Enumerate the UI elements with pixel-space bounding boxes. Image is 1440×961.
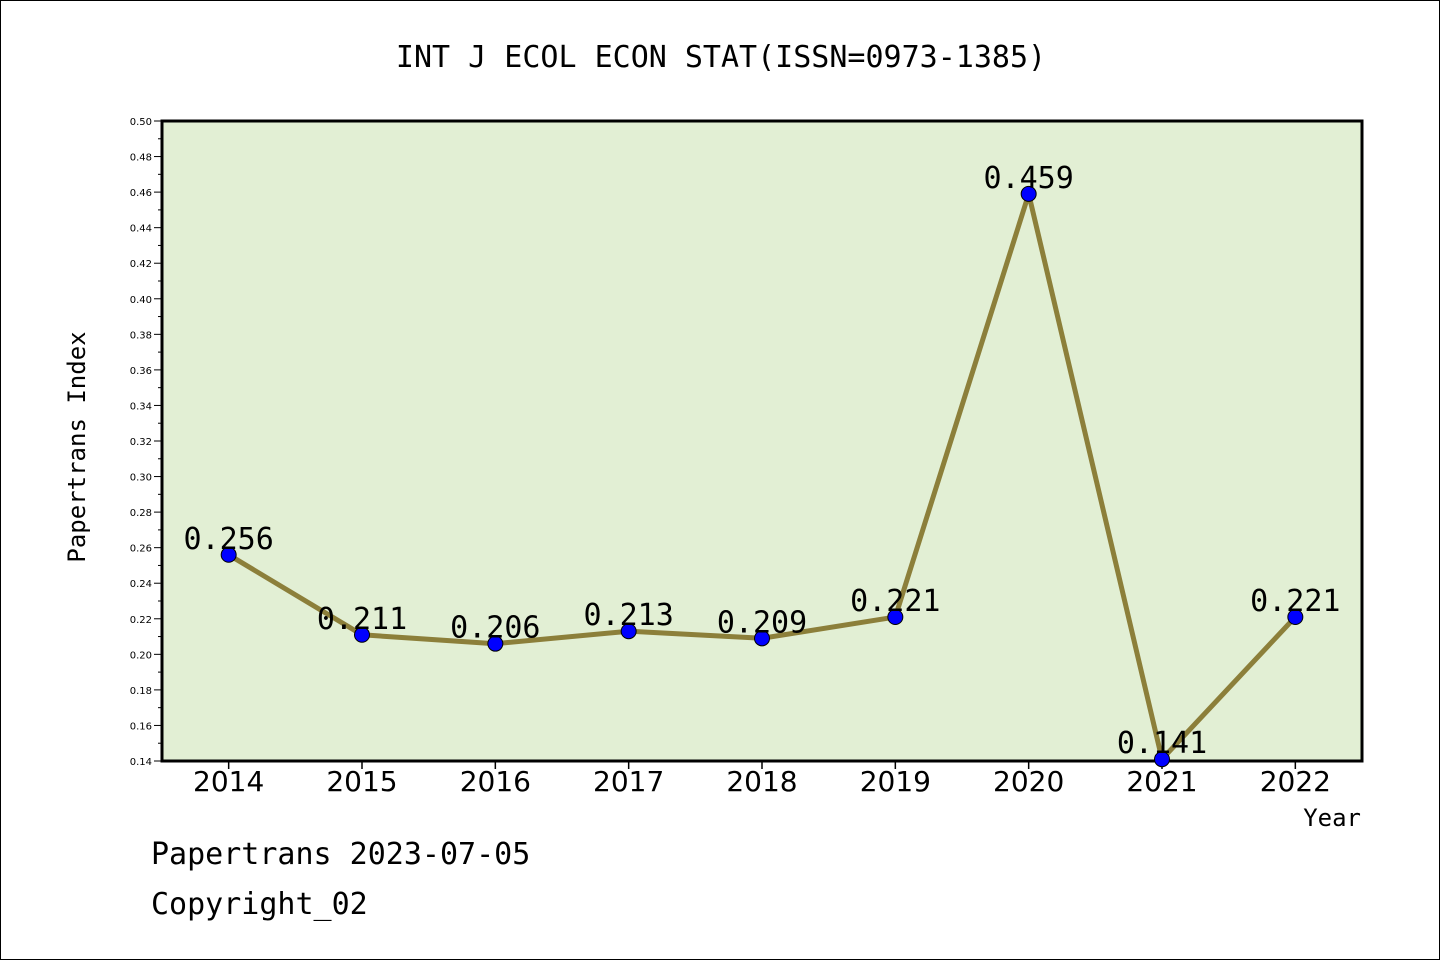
y-tick-label: 0.32	[130, 437, 152, 448]
y-tick-label: 0.40	[130, 295, 152, 306]
y-tick-label: 0.50	[130, 117, 152, 128]
data-point	[220, 546, 237, 563]
data-point	[1020, 185, 1037, 202]
y-tick-label: 0.20	[130, 650, 152, 661]
y-tick-label: 0.36	[130, 366, 152, 377]
x-tick-label: 2021	[1126, 765, 1197, 798]
data-point	[1154, 751, 1170, 768]
data-point	[754, 630, 770, 647]
x-tick-label: 2015	[326, 765, 397, 798]
data-point	[887, 609, 904, 625]
y-tick-label: 0.34	[130, 401, 152, 412]
data-point	[620, 623, 637, 640]
x-tick-label: 2014	[193, 765, 264, 798]
y-tick-label: 0.46	[130, 188, 152, 199]
x-tick-label: 2016	[460, 765, 531, 798]
x-tick-label: 2020	[993, 765, 1064, 798]
y-tick-label: 0.22	[130, 615, 152, 626]
y-tick-label: 0.28	[130, 508, 152, 519]
x-tick-label: 2019	[860, 765, 931, 798]
x-axis-label: Year	[1303, 804, 1361, 832]
data-labels: 0.256 0.211 0.206 0.213 0.209 0.221 0.459 0.141…	[184, 161, 1341, 761]
y-tick-label: 0.14	[130, 757, 152, 768]
x-axis: 2014 2015 2016 2017 2018 2019 2020 2021 2022	[193, 761, 1331, 798]
data-label: 0.459	[984, 161, 1074, 196]
y-tick-label: 0.24	[130, 579, 152, 590]
data-label: 0.206	[450, 611, 540, 646]
y-tick-label: 0.38	[130, 330, 152, 341]
y-tick-label: 0.42	[130, 259, 152, 270]
data-point	[1287, 609, 1304, 625]
data-label: 0.213	[584, 598, 674, 633]
y-axis: 0.14 0.16 0.18 0.20 0.22 0.24 0.26 0.28 0.30 0.32…	[130, 117, 162, 768]
data-label: 0.256	[184, 522, 274, 557]
y-tick-label: 0.18	[130, 686, 152, 697]
plot-area	[160, 119, 1364, 763]
x-tick-label: 2017	[593, 765, 664, 798]
y-axis-label: Papertrans Index	[63, 331, 91, 562]
data-label: 0.209	[717, 605, 807, 640]
data-label: 0.221	[850, 584, 940, 619]
y-tick-label: 0.30	[130, 473, 152, 484]
y-tick-label: 0.44	[130, 224, 152, 235]
data-point	[354, 626, 370, 643]
data-label: 0.141	[1117, 726, 1207, 761]
footer-copyright: Copyright_02	[151, 887, 368, 922]
data-label: 0.211	[317, 602, 407, 637]
y-tick-label: 0.48	[130, 153, 152, 164]
x-tick-label: 2022	[1260, 765, 1331, 798]
y-tick-label: 0.16	[130, 721, 152, 732]
data-label: 0.221	[1250, 584, 1340, 619]
series-markers	[220, 185, 1304, 768]
y-tick-label: 0.26	[130, 544, 152, 555]
footer-date: Papertrans 2023-07-05	[151, 837, 531, 872]
chart-title: INT J ECOL ECON STAT(ISSN=0973-1385)	[396, 40, 1046, 75]
x-tick-label: 2018	[726, 765, 797, 798]
data-point	[487, 635, 504, 652]
